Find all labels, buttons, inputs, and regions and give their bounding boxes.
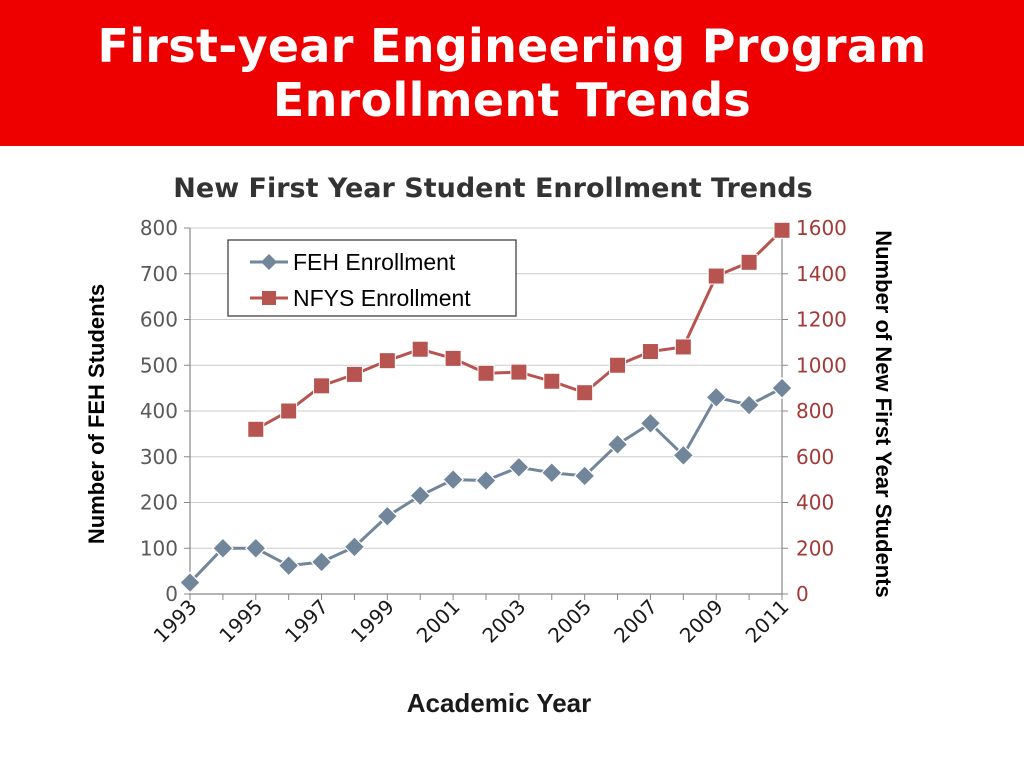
feh-point xyxy=(705,386,728,409)
chart-title: New First Year Student Enrollment Trends xyxy=(173,173,812,204)
feh-point xyxy=(771,377,793,399)
nfys-point xyxy=(641,343,659,361)
right-tick-label: 1000 xyxy=(796,353,847,377)
feh-point xyxy=(738,394,760,416)
feh-point xyxy=(310,551,333,573)
nfys-point xyxy=(345,365,363,383)
feh-point xyxy=(573,465,596,487)
x-tick-label: 1995 xyxy=(214,595,267,648)
legend-marker xyxy=(262,291,276,305)
feh-point xyxy=(475,469,497,492)
right-tick-label: 800 xyxy=(796,399,834,423)
right-tick-label: 1400 xyxy=(796,262,847,286)
x-tick-label: 2011 xyxy=(741,595,794,648)
nfys-point xyxy=(707,267,725,285)
left-tick-label: 800 xyxy=(140,216,178,240)
x-tick-label: 2005 xyxy=(543,595,596,648)
right-tick-label: 400 xyxy=(796,491,834,515)
right-tick-label: 600 xyxy=(796,445,834,469)
left-tick-label: 700 xyxy=(140,262,178,286)
feh-point xyxy=(343,536,366,558)
nfys-point xyxy=(477,364,495,382)
feh-point xyxy=(244,537,267,560)
series-nfys xyxy=(247,221,791,438)
left-tick-label: 0 xyxy=(165,582,178,606)
left-tick-label: 200 xyxy=(140,491,178,515)
nfys-point xyxy=(280,402,298,420)
feh-point xyxy=(606,433,629,456)
right-tick-label: 200 xyxy=(796,536,834,560)
right-tick-label: 1600 xyxy=(796,216,847,240)
nfys-point xyxy=(674,338,692,356)
slide-title-line-2: Enrollment Trends xyxy=(272,73,752,127)
feh-point xyxy=(409,484,432,507)
left-axis-ticks: 0 100 200 300 400 500 600 700 800 xyxy=(140,216,190,606)
slide-title-line-1: First-year Engineering Program xyxy=(97,19,927,73)
right-tick-label: 0 xyxy=(796,582,809,606)
left-tick-label: 500 xyxy=(140,353,178,377)
nfys-point xyxy=(543,372,561,390)
nfys-point xyxy=(576,384,594,402)
series-feh xyxy=(179,377,793,594)
nfys-point xyxy=(444,349,462,367)
left-tick-label: 400 xyxy=(140,399,178,423)
left-tick-label: 300 xyxy=(140,445,178,469)
nfys-point xyxy=(510,363,528,381)
x-tick-label: 2007 xyxy=(609,595,662,648)
nfys-point xyxy=(378,352,396,370)
legend-marker xyxy=(261,254,277,270)
legend-label: FEH Enrollment xyxy=(293,249,456,275)
nfys-point xyxy=(247,420,265,438)
right-tick-label: 1200 xyxy=(796,308,847,332)
feh-point xyxy=(442,468,464,491)
slide-title-banner: First-year Engineering Program Enrollmen… xyxy=(0,0,1024,146)
feh-point xyxy=(672,444,695,467)
feh-point xyxy=(376,505,399,528)
nfys-point xyxy=(313,377,331,395)
x-tick-label: 2001 xyxy=(412,595,465,648)
y-axis-right-label: Number of New First Year Students xyxy=(871,230,896,598)
x-tick-label: 1999 xyxy=(346,595,399,648)
right-axis-ticks: 0 200 400 600 800 1000 1200 1400 1600 xyxy=(782,216,847,606)
nfys-point xyxy=(773,221,791,239)
feh-point xyxy=(179,571,201,594)
x-tick-label: 2009 xyxy=(675,595,728,648)
enrollment-chart: New First Year Student Enrollment Trends… xyxy=(84,173,896,718)
feh-point xyxy=(540,461,563,484)
feh-point xyxy=(639,412,662,435)
feh-point xyxy=(212,537,234,560)
feh-point xyxy=(508,456,530,479)
x-tick-label: 2003 xyxy=(477,595,530,648)
left-tick-label: 100 xyxy=(140,536,178,560)
y-axis-left-label: Number of FEH Students xyxy=(84,284,109,544)
nfys-point xyxy=(609,356,627,374)
feh-point xyxy=(277,554,300,577)
x-axis-label: Academic Year xyxy=(407,688,592,718)
left-tick-label: 600 xyxy=(140,308,178,332)
legend: FEH Enrollment NFYS Enrollment xyxy=(227,239,517,317)
x-axis-ticks: 1993 1995 1997 1999 2001 2003 2005 2007 2009 2011 xyxy=(149,594,794,648)
x-tick-label: 1997 xyxy=(280,595,333,648)
nfys-point xyxy=(740,253,758,271)
nfys-point xyxy=(411,340,429,358)
legend-label: NFYS Enrollment xyxy=(293,285,471,311)
